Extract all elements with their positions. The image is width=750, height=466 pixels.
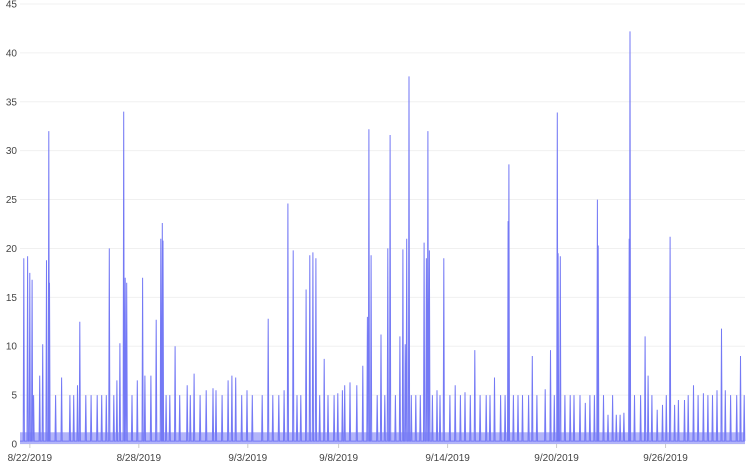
y-tick-label: 15 [6,293,18,304]
y-axis: 0 5 10 15 20 25 30 35 40 45 [6,0,18,451]
y-tick-label: 20 [6,244,18,255]
y-tick-label: 40 [6,48,18,59]
x-tick-label: 9/3/2019 [228,453,267,464]
y-tick-label: 35 [6,97,18,108]
x-tick-label: 8/28/2019 [117,453,162,464]
baseline-noise-band [20,432,745,444]
x-tick-label: 9/26/2019 [643,453,688,464]
x-tick-label: 9/8/2019 [319,453,358,464]
x-tick-label: 8/22/2019 [8,453,53,464]
y-tick-label: 10 [6,342,18,353]
y-tick-label: 0 [11,440,17,451]
y-tick-label: 30 [6,146,18,157]
series-line [20,31,746,442]
series [20,31,746,444]
x-axis: 8/22/2019 8/28/2019 9/3/2019 9/8/2019 9/14/2… [8,444,688,464]
y-tick-label: 5 [11,391,17,402]
y-tick-label: 45 [6,0,18,11]
gridlines [20,3,745,445]
x-tick-label: 9/14/2019 [425,453,470,464]
x-tick-label: 9/20/2019 [534,453,579,464]
y-tick-label: 25 [6,195,18,206]
